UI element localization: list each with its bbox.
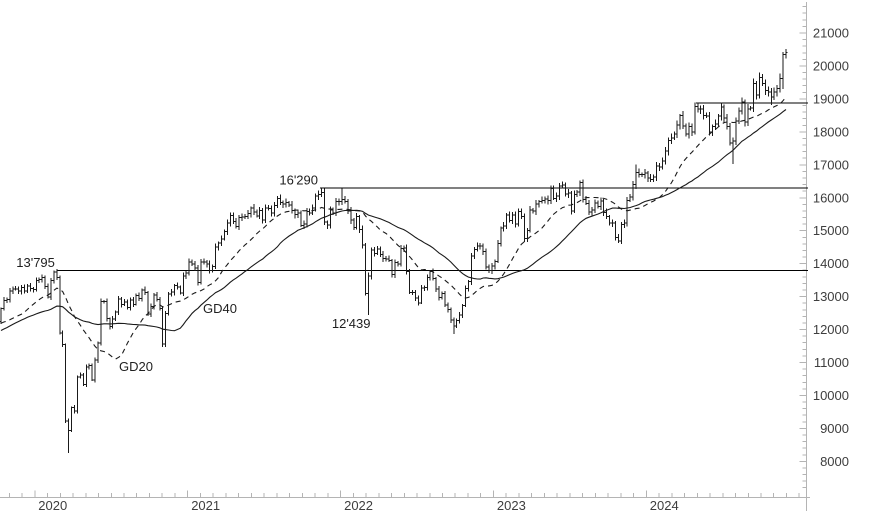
x-tick-label: 2024 <box>650 498 679 513</box>
y-tick-label: 20000 <box>813 59 849 74</box>
y-tick-label: 9000 <box>820 421 849 436</box>
x-tick-label: 2020 <box>38 498 67 513</box>
low-annotation: 12'439 <box>332 316 371 331</box>
y-tick-label: 10000 <box>813 388 849 403</box>
x-tick-label: 2023 <box>497 498 526 513</box>
y-tick-label: 12000 <box>813 322 849 337</box>
gd20-line <box>0 96 787 360</box>
level-label: 13'795 <box>16 255 55 270</box>
y-tick-label: 16000 <box>813 190 849 205</box>
axes <box>0 2 810 511</box>
y-tick-label: 18000 <box>813 124 849 139</box>
gd20-label: GD20 <box>119 359 153 374</box>
level-labels: 13'795 16'290 <box>16 173 318 270</box>
y-tick-label: 13000 <box>813 289 849 304</box>
gd40-label: GD40 <box>203 301 237 316</box>
y-tick-label: 11000 <box>814 355 849 370</box>
y-tick-label: 19000 <box>813 91 849 106</box>
axis-labels: 8000 9000 10000 11000 12000 13000 14000 15000 16… <box>38 26 849 514</box>
level-lines <box>56 102 808 271</box>
y-tick-label: 17000 <box>813 157 849 172</box>
x-tick-label: 2021 <box>191 498 220 513</box>
y-tick-label: 8000 <box>820 454 849 469</box>
gd40-line <box>0 109 787 332</box>
y-tick-label: 14000 <box>813 256 849 271</box>
level-label: 16'290 <box>279 173 318 188</box>
y-tick-label: 21000 <box>813 26 849 41</box>
x-tick-label: 2022 <box>344 498 373 513</box>
price-bars <box>0 48 788 453</box>
y-tick-label: 15000 <box>813 223 849 238</box>
